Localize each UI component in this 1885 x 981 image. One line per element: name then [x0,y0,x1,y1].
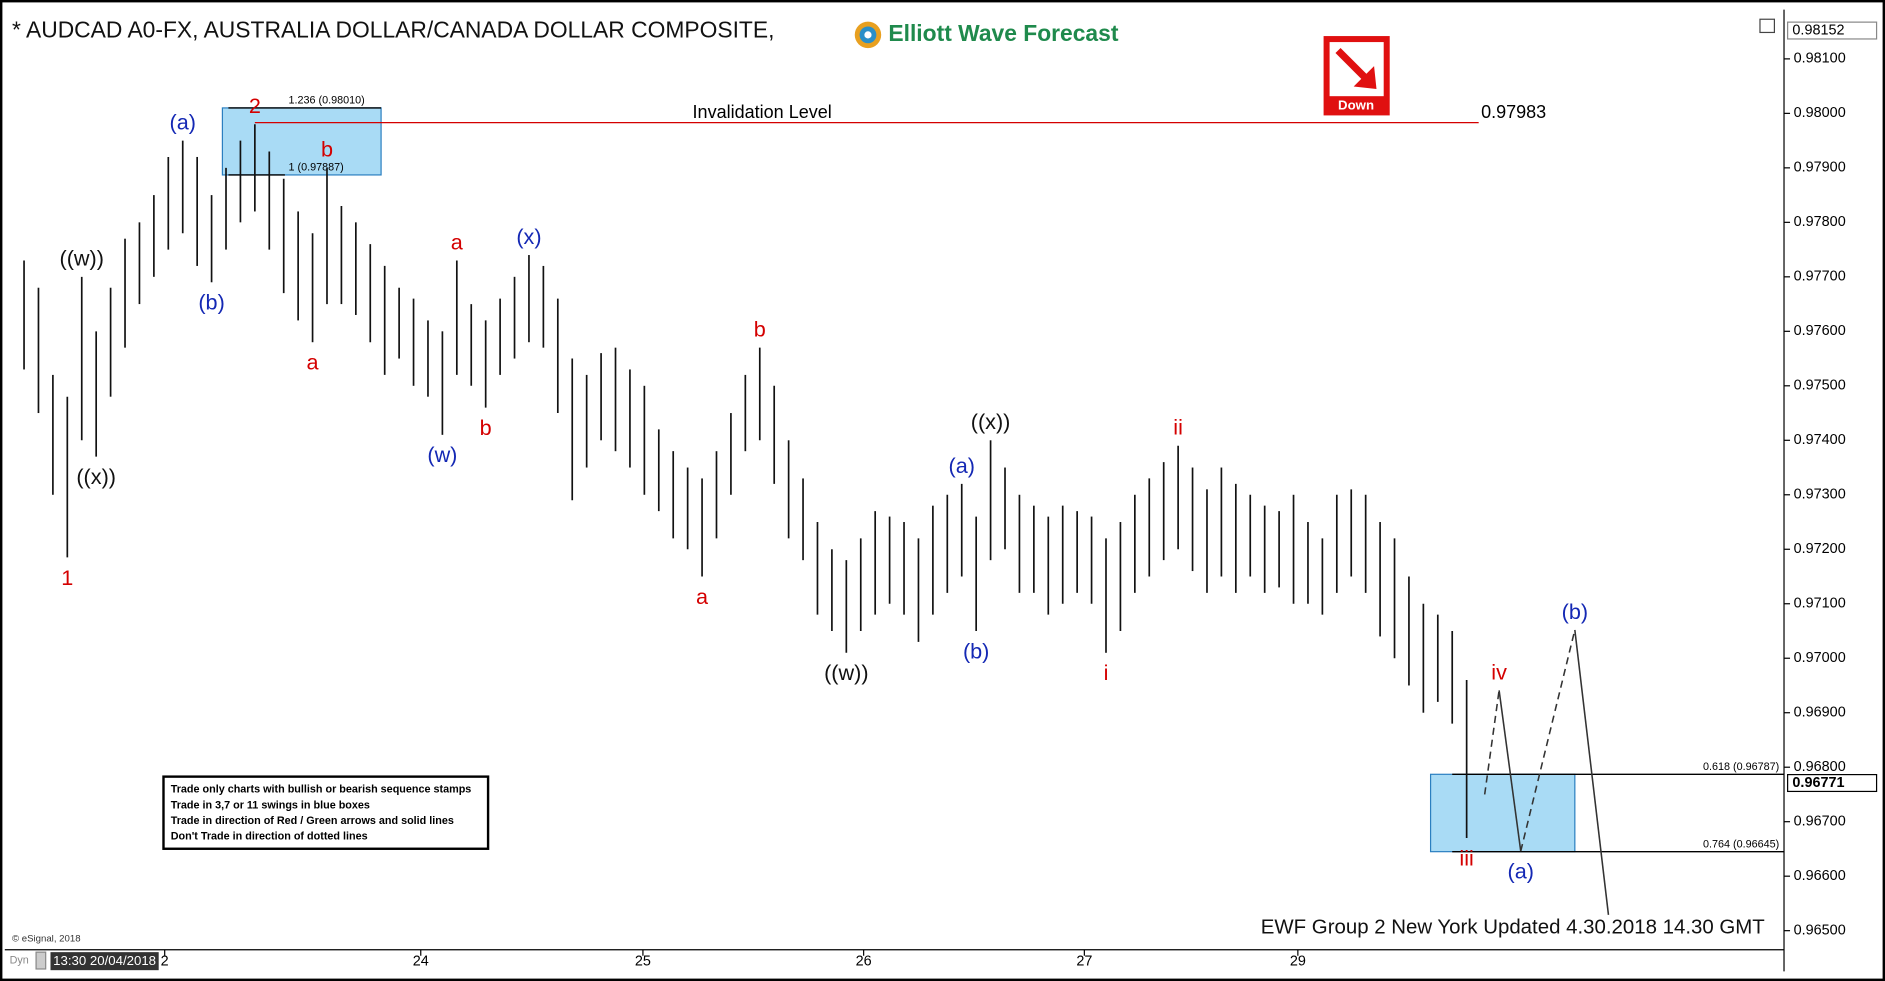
fib-label: 0.764 (0.96645) [1703,838,1779,850]
wave-label: (b) [963,638,989,663]
cursor-time-bg [50,952,159,971]
wave-label: (a) [1508,858,1534,883]
top-price-bg [1787,21,1878,40]
fib-label: 1 (0.97887) [289,162,344,174]
fib-label: 1.236 (0.98010) [289,95,365,107]
wave-label: ((x)) [971,409,1011,434]
x-tick-label: 29 [1290,954,1306,970]
wave-label: a [696,584,709,609]
logo-dot [864,31,872,39]
wave-label: ((x)) [76,464,116,489]
y-tick-label: 0.96500 [1794,922,1846,938]
scroll-handle[interactable] [35,951,47,970]
wave-label: a [451,229,464,254]
copyright: © eSignal, 2018 [12,933,81,944]
menu-icon[interactable] [1759,18,1776,34]
y-tick-label: 0.96800 [1794,759,1846,775]
rule-line: Don't Trade in direction of dotted lines [171,831,368,843]
y-tick-label: 0.97000 [1794,650,1846,666]
target-box [221,107,382,176]
fib-label: 0.618 (0.96787) [1703,761,1779,773]
projection-segment [1498,690,1522,852]
projection-segment [1574,629,1610,915]
wave-label: iv [1491,659,1507,684]
rules-frame [162,775,490,850]
footer-note: EWF Group 2 New York Updated 4.30.2018 1… [1261,916,1765,938]
y-tick-label: 0.97600 [1794,323,1846,339]
wave-label: b [480,415,492,440]
x-tick-label: 26 [856,954,872,970]
wave-label: (a) [949,453,975,478]
signal-badge[interactable]: Down [1323,36,1390,116]
rule-line: Trade in 3,7 or 11 swings in blue boxes [171,799,370,811]
last-price: 0.96771 [1792,775,1844,791]
wave-label: (b) [198,290,224,315]
invalidation-label: Invalidation Level [693,102,832,122]
rule-line: Trade in direction of Red / Green arrows… [171,815,454,827]
x-tick-label: 27 [1076,954,1092,970]
y-tick-label: 0.96600 [1794,868,1846,884]
y-tick-label: 0.97200 [1794,541,1846,557]
y-tick-label: 0.98100 [1794,51,1846,67]
invalidation-value: 0.97983 [1481,102,1546,122]
wave-label: ((w)) [60,246,104,271]
y-tick-label: 0.98000 [1794,105,1846,121]
wave-label: 2 [249,93,261,118]
last-price-bg [1787,773,1878,793]
wave-label: a [307,350,320,375]
wave-label: 1 [61,565,73,590]
brand-logo [854,21,882,49]
wave-label: b [321,137,333,162]
target-box [1429,773,1576,853]
badge-arrow [1335,47,1371,84]
y-tick-label: 0.97400 [1794,432,1846,448]
wave-label: iii [1459,845,1473,870]
wave-label: ii [1173,415,1183,440]
brand-name: Elliott Wave Forecast [888,20,1118,46]
wave-label: ((w)) [824,660,868,685]
projection-segment [1519,629,1576,852]
projection-segment [1483,690,1500,795]
cursor-time: 13:30 20/04/2018 [53,953,156,968]
wave-label: i [1104,660,1109,685]
x-tick-label: 24 [413,954,429,970]
mode-label: Dyn [10,954,29,966]
wave-label: b [754,317,766,342]
x-tick-label: 2 [161,954,169,970]
badge-arrowhead [1353,66,1377,89]
y-tick-label: 0.97800 [1794,214,1846,230]
rule-line: Trade only charts with bullish or bearis… [171,784,472,796]
y-tick-label: 0.96700 [1794,814,1846,830]
y-tick-label: 0.96900 [1794,705,1846,721]
badge-label: Down [1338,97,1374,112]
y-tick-label: 0.97300 [1794,487,1846,503]
wave-label: (w) [427,442,457,467]
rules-box: Trade only charts with bullish or bearis… [162,775,490,850]
wave-label: (x) [516,224,541,249]
y-tick-label: 0.97100 [1794,596,1846,612]
wave-label: (a) [170,109,196,134]
top-price: 0.98152 [1792,22,1844,38]
y-tick-label: 0.97900 [1794,160,1846,176]
y-tick-label: 0.97700 [1794,269,1846,285]
x-tick-label: 25 [635,954,651,970]
y-tick-label: 0.97500 [1794,378,1846,394]
wave-label: (b) [1562,599,1588,624]
chart-title: * AUDCAD A0-FX, AUSTRALIA DOLLAR/CANADA … [12,16,774,42]
